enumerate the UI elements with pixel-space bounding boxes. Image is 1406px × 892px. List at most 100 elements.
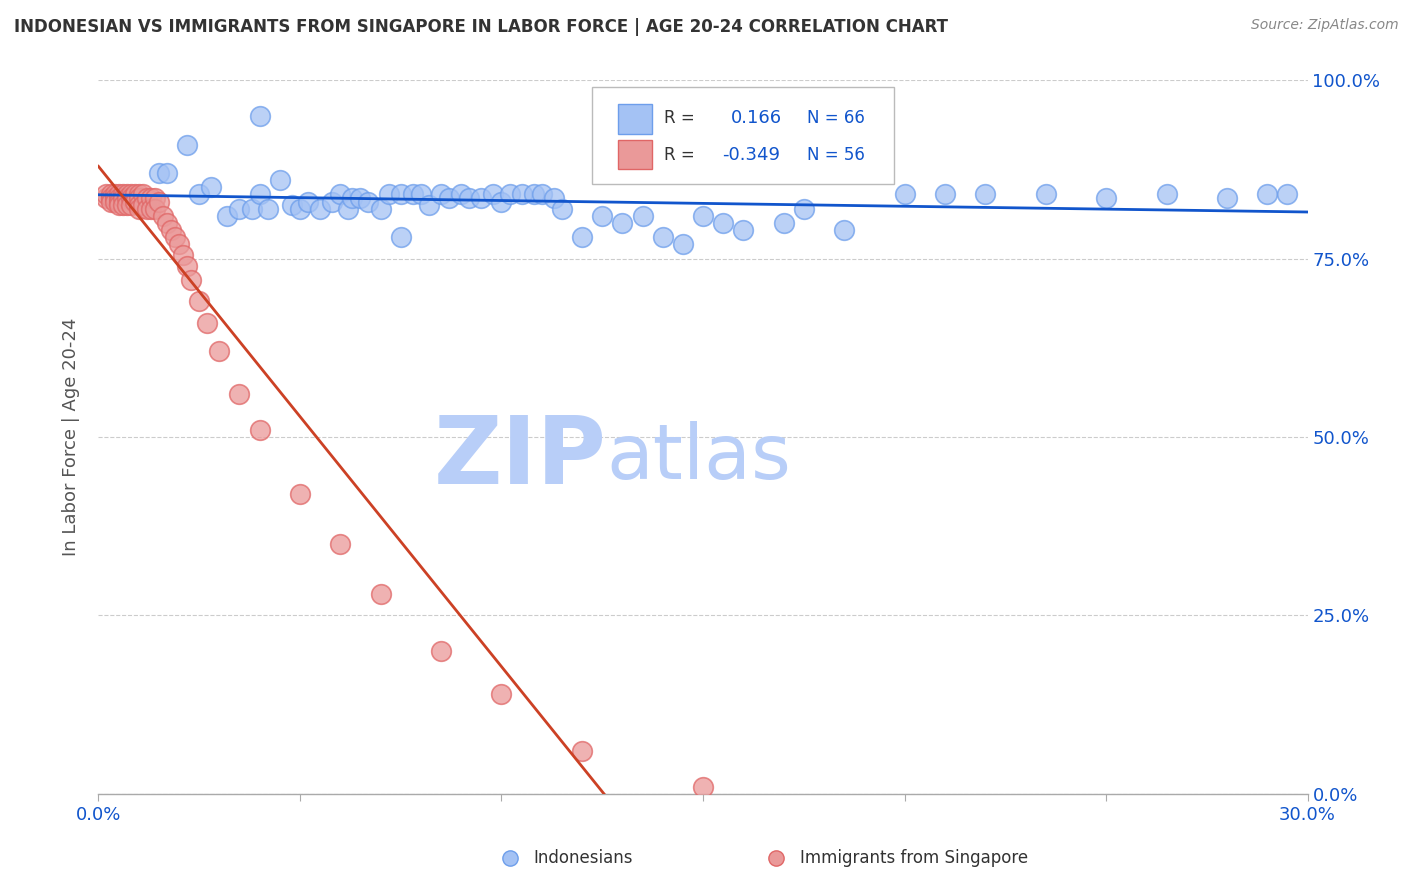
Text: atlas: atlas (606, 422, 792, 495)
Point (188, 187, 211, 202)
Point (163, 230, 186, 244)
Point (974, 187, 997, 202)
Point (733, 223, 755, 237)
Point (482, 187, 505, 202)
Point (217, 209, 239, 223)
Point (418, 198, 440, 212)
Point (571, 744, 593, 758)
Point (437, 191, 460, 205)
Point (523, 187, 546, 202)
Point (893, 187, 915, 202)
Point (148, 166, 170, 180)
Point (612, 166, 634, 180)
Point (100, 191, 122, 205)
Point (329, 537, 352, 551)
Point (156, 216, 179, 230)
Point (107, 187, 129, 202)
Point (107, 191, 129, 205)
Text: Immigrants from Singapore: Immigrants from Singapore (800, 849, 1028, 867)
Point (143, 202, 166, 216)
Point (772, 216, 794, 230)
Point (128, 187, 150, 202)
Point (240, 202, 263, 216)
Point (160, 223, 183, 237)
Point (510, 187, 533, 202)
Point (543, 191, 565, 205)
Bar (619, 103, 652, 134)
Point (228, 387, 250, 401)
Point (470, 191, 492, 205)
Point (167, 237, 190, 252)
Point (128, 191, 150, 205)
Point (132, 187, 155, 202)
Point (111, 198, 134, 212)
Point (430, 187, 453, 202)
Point (288, 202, 311, 216)
Point (115, 198, 138, 212)
Point (934, 187, 956, 202)
Point (249, 187, 271, 202)
Point (176, 259, 198, 273)
Point (1156, 187, 1178, 202)
Point (297, 194, 319, 209)
Point (1256, 187, 1278, 202)
Point (342, 191, 364, 205)
Point (1216, 191, 1239, 205)
Point (389, 230, 412, 244)
Point (107, 198, 129, 212)
Point (139, 202, 162, 216)
Point (148, 194, 170, 209)
Point (172, 248, 194, 262)
Point (491, 194, 513, 209)
Point (832, 223, 855, 237)
Point (692, 209, 714, 223)
Text: R =: R = (664, 146, 695, 164)
Point (115, 191, 138, 205)
Point (1035, 187, 1057, 202)
Point (269, 173, 291, 187)
Point (591, 209, 613, 223)
Point (672, 237, 695, 252)
Point (96, 191, 118, 205)
Point (180, 273, 202, 287)
Point (124, 187, 146, 202)
Point (120, 198, 142, 212)
Point (370, 202, 392, 216)
Point (156, 166, 179, 180)
Point (100, 194, 122, 209)
Point (132, 198, 155, 212)
Point (281, 198, 304, 212)
Point (135, 191, 157, 205)
Point (143, 191, 166, 205)
Point (491, 687, 513, 701)
Text: Indonesians: Indonesians (534, 849, 633, 867)
Text: -0.349: -0.349 (723, 146, 780, 164)
Point (402, 187, 425, 202)
Point (409, 187, 432, 202)
Point (530, 187, 553, 202)
Y-axis label: In Labor Force | Age 20-24: In Labor Force | Age 20-24 (62, 318, 80, 557)
Point (337, 202, 360, 216)
Point (349, 191, 371, 205)
Point (377, 187, 399, 202)
Point (176, 137, 198, 152)
Point (107, 194, 129, 209)
Text: ZIP: ZIP (433, 412, 606, 505)
Point (103, 187, 125, 202)
Point (571, 230, 593, 244)
Point (321, 194, 343, 209)
Point (188, 294, 211, 309)
Point (793, 202, 815, 216)
Point (152, 209, 174, 223)
Point (711, 216, 734, 230)
Point (96, 187, 118, 202)
Point (692, 780, 714, 794)
Point (631, 209, 654, 223)
Point (249, 423, 271, 437)
Point (370, 587, 392, 601)
Point (107, 191, 129, 205)
Point (498, 187, 520, 202)
Point (551, 202, 574, 216)
Point (329, 187, 352, 202)
Point (612, 216, 634, 230)
